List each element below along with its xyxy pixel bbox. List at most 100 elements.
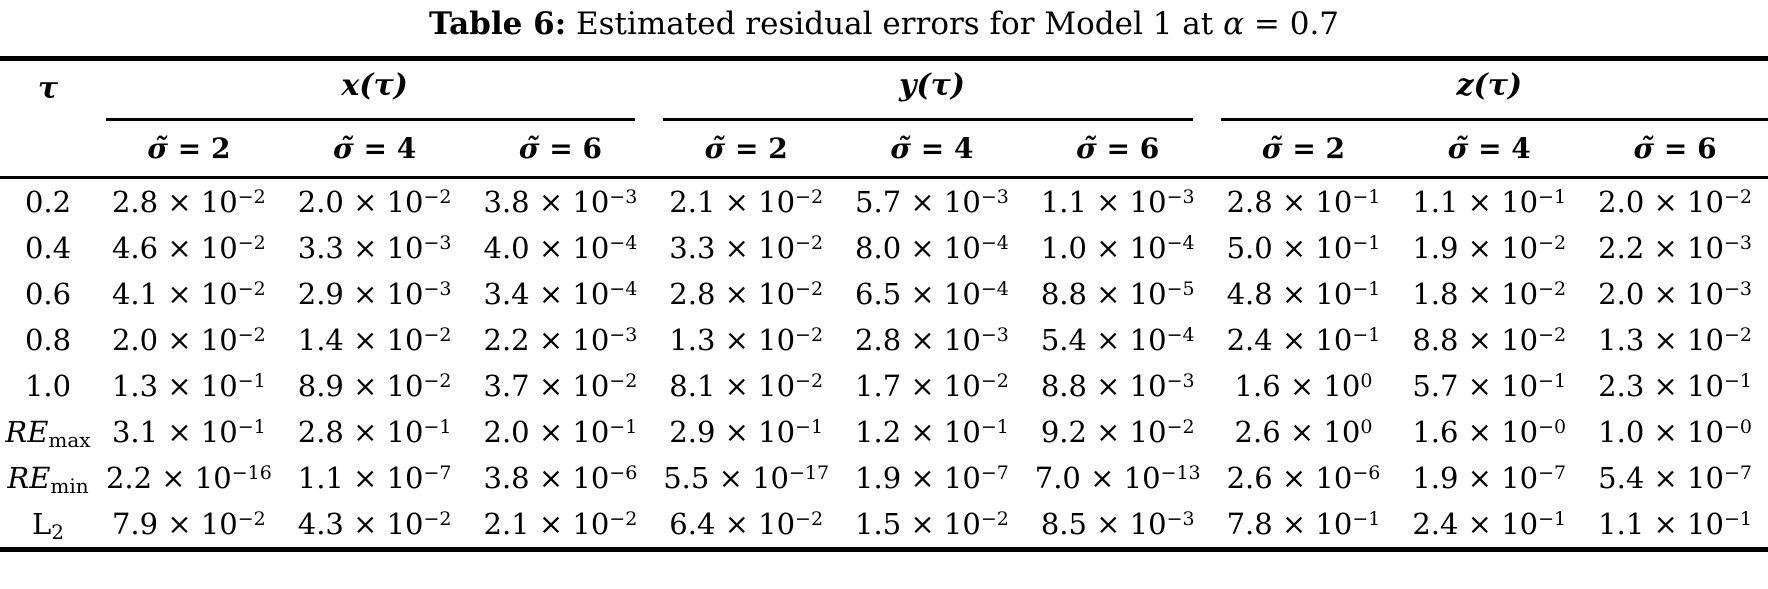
exponent: −3: [980, 186, 1009, 209]
table-row: L2 7.9 × 10−2 4.3 × 10−2 2.1 × 10−2 6.4 × 10…: [0, 501, 1768, 550]
exponent: −4: [1166, 324, 1195, 347]
exponent: −3: [1723, 232, 1752, 255]
row-label: 0.2: [24, 185, 72, 220]
value-cell: 5.5 × 10−17: [663, 461, 830, 496]
value-cell: 5.4 × 10−4: [1040, 323, 1195, 358]
subheader-sigma-4: σ̃ = 4: [1447, 132, 1531, 166]
exponent: −3: [1723, 278, 1752, 301]
exponent: −2: [237, 278, 266, 301]
exponent: −1: [1352, 324, 1381, 347]
exponent: −2: [980, 370, 1009, 393]
value-cell: 2.8 × 10−1: [297, 415, 452, 450]
exponent: −2: [980, 508, 1009, 531]
value-cell: 2.6 × 100: [1234, 415, 1373, 450]
value-cell: 9.2 × 10−2: [1040, 415, 1195, 450]
exponent: −4: [980, 278, 1009, 301]
exponent: −3: [980, 324, 1009, 347]
table-row: 0.8 2.0 × 10−2 1.4 × 10−2 2.2 × 10−3 1.3 × 1…: [0, 317, 1768, 363]
alpha-value: = 0.7: [1244, 6, 1340, 42]
exponent: −2: [795, 232, 824, 255]
exponent: −3: [1166, 370, 1195, 393]
exponent: −0: [1723, 416, 1752, 439]
subheader-sigma-6: σ̃ = 6: [518, 132, 602, 166]
cmidrule-x: [106, 118, 636, 122]
value-cell: 3.1 × 10−1: [111, 415, 266, 450]
exponent: −2: [1723, 324, 1752, 347]
value-cell: 4.6 × 10−2: [111, 231, 266, 266]
value-cell: 3.8 × 10−6: [483, 461, 638, 496]
value-cell: 1.4 × 10−2: [297, 323, 452, 358]
exponent: −2: [423, 186, 452, 209]
exponent: −4: [609, 278, 638, 301]
table-row: 0.4 4.6 × 10−2 3.3 × 10−3 4.0 × 10−4 3.3 × 1…: [0, 225, 1768, 271]
value-cell: 2.2 × 10−16: [105, 461, 272, 496]
exponent: −2: [1538, 278, 1567, 301]
subheader-sigma-4: σ̃ = 4: [890, 132, 974, 166]
value-cell: 1.0 × 10−0: [1598, 415, 1752, 450]
value-cell: 4.8 × 10−1: [1226, 277, 1381, 312]
subheader-sigma-2: σ̃ = 2: [147, 132, 231, 166]
value-cell: 5.0 × 10−1: [1226, 231, 1381, 266]
group-label-z: z(τ): [1456, 67, 1523, 103]
group-header-z: z(τ): [1211, 59, 1768, 122]
value-cell: 1.1 × 10−7: [297, 461, 452, 496]
exponent: −1: [237, 370, 266, 393]
group-label-x: x(τ): [341, 67, 408, 103]
value-cell: 7.9 × 10−2: [111, 507, 266, 542]
exponent: −4: [1166, 232, 1195, 255]
exponent: −2: [423, 370, 452, 393]
sigma-tilde-symbol: σ̃: [1447, 132, 1469, 166]
exponent: −2: [237, 324, 266, 347]
table-header: τ x(τ) y(τ) z(τ) σ̃ = 2 σ̃ = 4 σ̃ = 6 σ̃ = …: [0, 59, 1768, 178]
value-cell: 2.2 × 10−3: [483, 323, 638, 358]
row-label: REmax: [5, 415, 91, 453]
value-cell: 3.7 × 10−2: [483, 369, 638, 404]
row-label: 1.0: [24, 369, 72, 404]
exponent: −16: [231, 462, 272, 485]
table-row: REmin 2.2 × 10−16 1.1 × 10−7 3.8 × 10−6 5.5 …: [0, 455, 1768, 501]
value-cell: 6.4 × 10−2: [669, 507, 824, 542]
exponent: −2: [795, 370, 824, 393]
exponent: −2: [609, 370, 638, 393]
value-cell: 8.8 × 10−5: [1040, 277, 1195, 312]
table-row: 0.2 2.8 × 10−2 2.0 × 10−2 3.8 × 10−3 2.1 × 1…: [0, 178, 1768, 226]
exponent: −2: [795, 186, 824, 209]
value-cell: 4.3 × 10−2: [297, 507, 452, 542]
exponent: −3: [1166, 186, 1195, 209]
alpha-symbol: α: [1223, 6, 1245, 42]
exponent: −4: [609, 232, 638, 255]
exponent: −1: [1352, 186, 1381, 209]
exponent: −6: [1352, 462, 1381, 485]
table-row: REmax 3.1 × 10−1 2.8 × 10−1 2.0 × 10−1 2.9 ×…: [0, 409, 1768, 455]
row-label: 0.6: [24, 277, 72, 312]
exponent: −2: [1538, 324, 1567, 347]
value-cell: 1.3 × 10−1: [111, 369, 266, 404]
exponent: −1: [1723, 370, 1752, 393]
value-cell: 1.9 × 10−2: [1412, 231, 1567, 266]
exponent: −2: [1723, 186, 1752, 209]
subheader-row: σ̃ = 2 σ̃ = 4 σ̃ = 6 σ̃ = 2 σ̃ = 4 σ̃ = 6 σ̃ =…: [0, 121, 1768, 178]
cmidrule-y: [663, 118, 1193, 122]
value-cell: 1.2 × 10−1: [855, 415, 1009, 450]
value-cell: 2.1 × 10−2: [669, 185, 824, 220]
exponent: −2: [237, 508, 266, 531]
exponent: 0: [1360, 370, 1373, 393]
row-label: REmin: [7, 461, 89, 499]
sigma-tilde-symbol: σ̃: [890, 132, 912, 166]
residual-errors-table: τ x(τ) y(τ) z(τ) σ̃ = 2 σ̃ = 4 σ̃ = 6 σ̃ = …: [0, 56, 1768, 553]
value-cell: 4.1 × 10−2: [111, 277, 266, 312]
value-cell: 1.1 × 10−3: [1040, 185, 1195, 220]
value-cell: 2.9 × 10−1: [669, 415, 824, 450]
value-cell: 1.6 × 10−0: [1412, 415, 1567, 450]
group-header-row: τ x(τ) y(τ) z(τ): [0, 59, 1768, 122]
exponent: −7: [980, 462, 1009, 485]
value-cell: 1.5 × 10−2: [855, 507, 1009, 542]
value-cell: 2.8 × 10−2: [111, 185, 266, 220]
exponent: −2: [609, 508, 638, 531]
subheader-sigma-6: σ̃ = 6: [1076, 132, 1160, 166]
value-cell: 3.8 × 10−3: [483, 185, 638, 220]
exponent: −1: [1538, 186, 1567, 209]
value-cell: 1.9 × 10−7: [855, 461, 1009, 496]
value-cell: 8.5 × 10−3: [1040, 507, 1195, 542]
value-cell: 4.0 × 10−4: [483, 231, 638, 266]
